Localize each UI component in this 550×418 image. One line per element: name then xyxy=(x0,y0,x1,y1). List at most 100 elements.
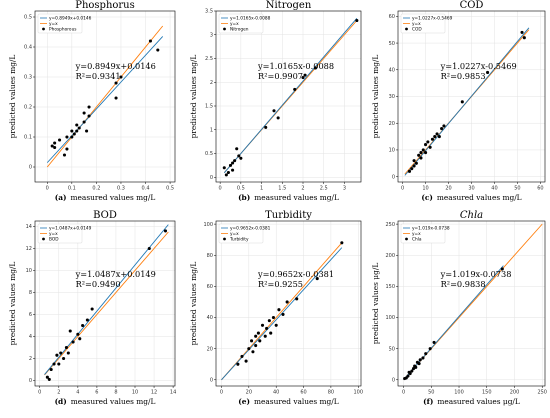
r-squared-label: R²=0.9341 xyxy=(76,71,121,81)
y-tick-label: 2.5 xyxy=(205,56,213,62)
panel-caption: (b) measured values mg/L xyxy=(238,193,339,202)
data-point xyxy=(426,140,430,144)
x-axis-label: measured values mg/L xyxy=(254,193,339,202)
r-squared-label: R²=0.9853 xyxy=(441,71,486,81)
plot-frame xyxy=(34,220,176,387)
data-point xyxy=(269,331,273,335)
data-point xyxy=(442,124,446,128)
data-point xyxy=(408,371,412,376)
data-point xyxy=(424,352,428,356)
data-point xyxy=(421,148,425,152)
x-axis-label: measured values μg/L xyxy=(437,397,520,406)
y-tick-label: 0 xyxy=(29,378,32,384)
x-tick-label: 14 xyxy=(170,390,176,396)
data-point xyxy=(428,145,432,149)
x-axis-label: measured values mg/L xyxy=(254,397,339,406)
y-tick-label: 1 xyxy=(210,127,213,133)
y-axis-label: predicted values mg/L xyxy=(371,55,380,139)
data-point xyxy=(87,105,91,109)
data-point xyxy=(256,331,260,335)
y-tick-label: 0 xyxy=(29,165,32,171)
legend-point-label: Nitrogen xyxy=(230,27,249,33)
data-point xyxy=(414,365,418,369)
y-tick-label: 50 xyxy=(389,346,395,352)
y-tick-label: 0.3 xyxy=(24,75,32,81)
data-point xyxy=(418,358,422,362)
panel-letter: (d) xyxy=(55,397,67,406)
ideal-line xyxy=(46,25,164,168)
legend-ideal-label: y=x xyxy=(49,232,58,237)
data-point xyxy=(295,297,299,301)
data-point xyxy=(254,334,258,338)
data-point xyxy=(114,96,118,100)
y-axis-label: predicted values mg/L xyxy=(189,55,198,139)
data-point xyxy=(87,114,91,118)
panel-caption: (c) measured values mg/L xyxy=(421,193,521,202)
data-point xyxy=(260,323,265,327)
legend-point-swatch xyxy=(405,237,408,241)
data-point xyxy=(267,319,271,323)
data-point xyxy=(65,135,69,139)
x-tick-label: 0.4 xyxy=(142,186,150,192)
data-point xyxy=(414,161,418,165)
x-tick-label: 50 xyxy=(428,390,434,396)
y-tick-label: 10 xyxy=(389,148,395,154)
data-point xyxy=(315,277,319,281)
panel-b: 0 0.5 1 1.5 2 2.5 3 0 0.5 1 1.5 2 2.5 3 3.5 y=1.0165x-0… xyxy=(189,0,362,202)
y-tick-label: 2 xyxy=(29,356,32,362)
r-squared-label: R²=0.9255 xyxy=(258,279,303,289)
legend-point-label: Chla xyxy=(412,237,422,243)
data-point xyxy=(71,340,75,344)
data-point xyxy=(82,111,86,115)
r-squared-label: R²=0.9838 xyxy=(441,279,486,289)
y-tick-label: 0.2 xyxy=(24,105,32,111)
data-point xyxy=(432,340,436,344)
legend-fit-label: y=1.019x-0.0738 xyxy=(412,226,450,232)
panel-title: COD xyxy=(460,0,484,11)
x-tick-label: 30 xyxy=(468,186,474,192)
series-group xyxy=(403,223,543,381)
y-tick-label: 100 xyxy=(203,222,213,228)
panel-title: Chla xyxy=(460,210,483,221)
data-point xyxy=(313,66,317,70)
data-point xyxy=(281,312,285,316)
x-tick-label: 10 xyxy=(132,390,138,396)
data-point xyxy=(239,156,243,160)
x-tick-label: 6 xyxy=(95,390,98,396)
data-point xyxy=(85,318,89,322)
fit-line xyxy=(223,18,358,174)
legend-point-label: Phosphorous xyxy=(49,27,77,33)
data-point xyxy=(70,129,74,133)
data-point xyxy=(81,323,85,328)
y-tick-label: 100 xyxy=(385,315,395,321)
x-tick-label: 2.5 xyxy=(320,186,328,192)
data-point xyxy=(226,170,230,175)
data-point xyxy=(52,362,56,366)
regression-equation: y=1.0487x+0.0149 xyxy=(75,269,156,279)
legend-fit-label: y=1.0227x-0.5469 xyxy=(412,16,453,22)
data-point xyxy=(271,315,276,320)
data-point xyxy=(58,138,62,142)
x-tick-label: 60 xyxy=(300,390,306,396)
y-tick-label: 20 xyxy=(207,346,213,352)
data-point xyxy=(237,154,241,158)
data-point xyxy=(75,129,79,133)
data-point xyxy=(76,332,80,336)
data-point xyxy=(70,135,74,139)
y-tick-label: 20 xyxy=(389,121,395,127)
y-tick-label: 150 xyxy=(385,284,395,290)
data-point xyxy=(272,109,276,113)
data-point xyxy=(435,132,439,136)
data-point xyxy=(62,153,67,157)
data-point xyxy=(433,135,437,139)
y-tick-label: 1.5 xyxy=(205,104,213,110)
x-tick-label: 2 xyxy=(301,186,304,192)
y-tick-label: 14 xyxy=(26,224,32,230)
x-tick-label: 0 xyxy=(401,186,404,192)
data-point xyxy=(240,354,244,358)
data-point xyxy=(78,337,82,341)
x-tick-label: 40 xyxy=(273,390,279,396)
y-tick-label: 10 xyxy=(26,268,32,274)
data-point xyxy=(163,229,168,233)
